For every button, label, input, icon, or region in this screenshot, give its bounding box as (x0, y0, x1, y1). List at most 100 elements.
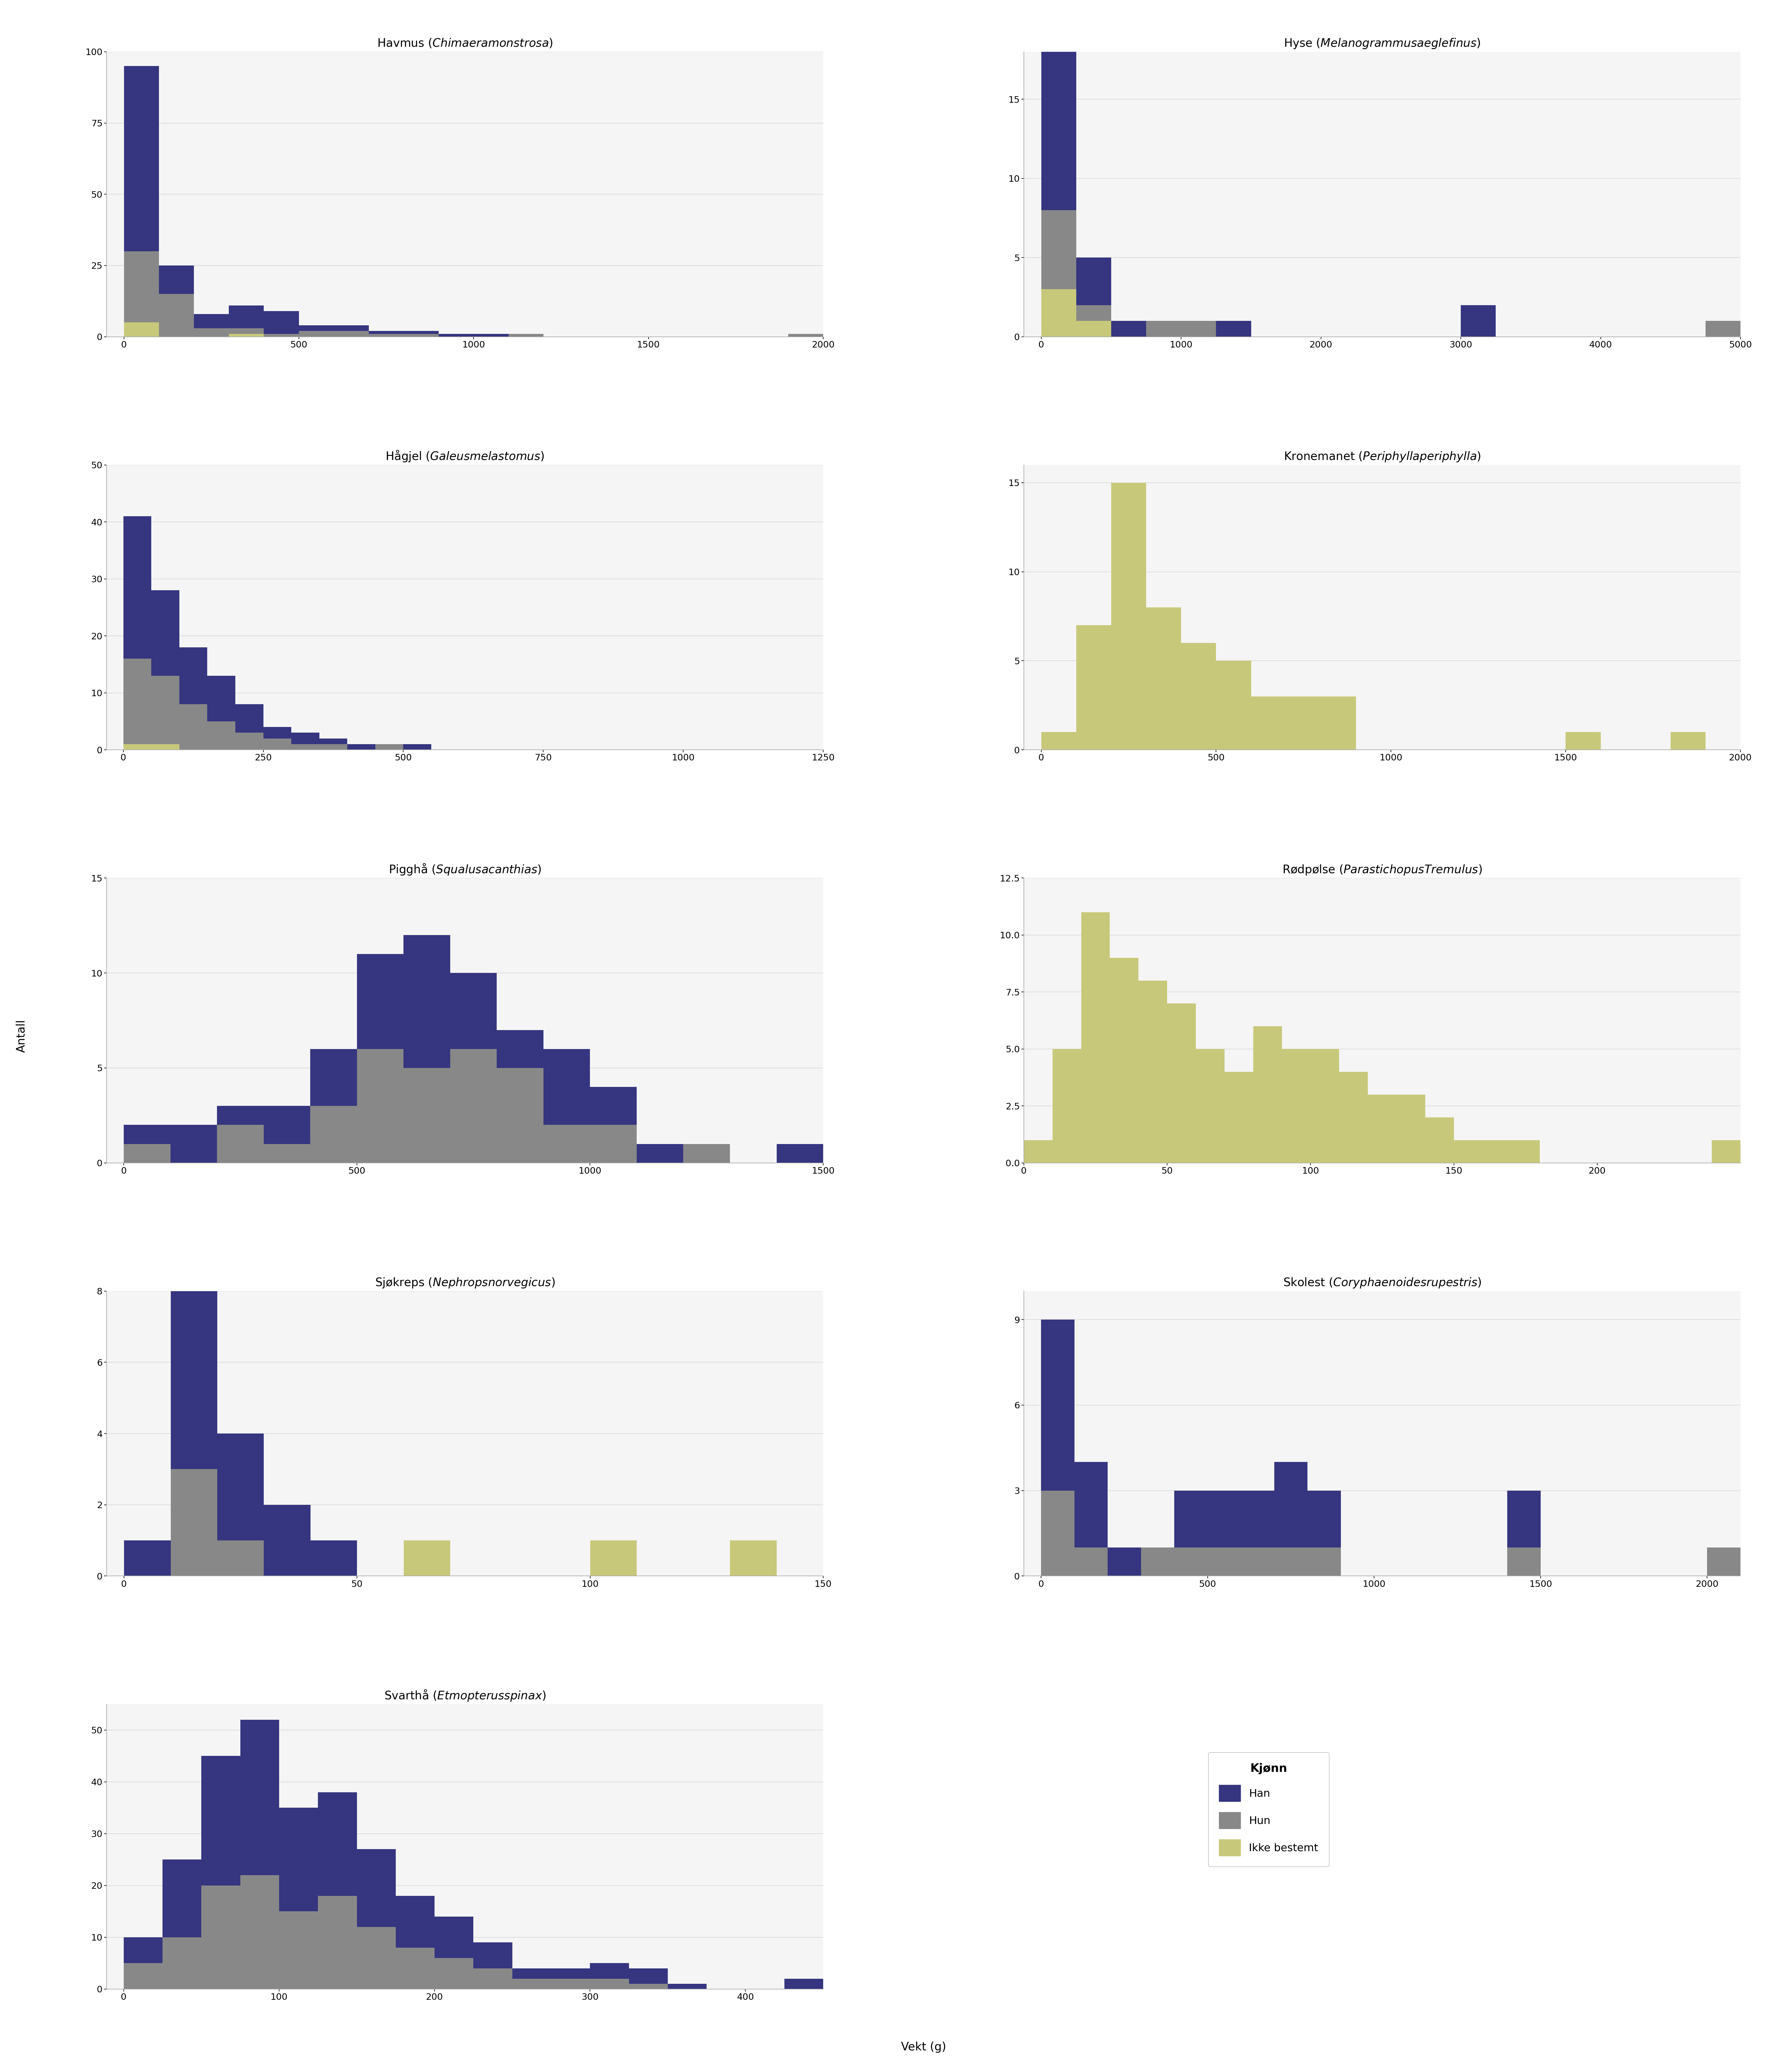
Bar (1273, 1548, 1307, 1577)
Bar (124, 251, 160, 323)
Bar (160, 265, 194, 294)
Bar (263, 1106, 311, 1144)
Bar (1462, 305, 1495, 336)
Bar (403, 1067, 449, 1162)
Title: Svarthå ($\mathit{Etmopterus spinax}$): Svarthå ($\mathit{Etmopterus spinax}$) (384, 1689, 545, 1703)
Bar (1321, 696, 1355, 750)
Bar (1208, 1548, 1241, 1577)
Bar (1241, 1548, 1273, 1577)
Bar (357, 953, 403, 1048)
Bar (497, 1030, 543, 1067)
Bar (789, 334, 824, 336)
Bar (217, 1125, 263, 1162)
Bar (334, 332, 369, 336)
Bar (151, 591, 179, 675)
Bar (1707, 1548, 1740, 1577)
Bar (1217, 661, 1250, 750)
Bar (403, 934, 449, 1067)
Bar (1307, 1548, 1341, 1577)
Bar (201, 1886, 240, 1989)
Bar (265, 311, 298, 334)
Bar (439, 334, 474, 336)
Bar (1138, 980, 1167, 1162)
Bar (217, 1539, 265, 1577)
Bar (1076, 305, 1112, 321)
Bar (369, 332, 403, 334)
Bar (208, 721, 236, 750)
Bar (590, 1539, 638, 1577)
Bar (449, 1048, 497, 1162)
Bar (1339, 1071, 1368, 1162)
Bar (1146, 607, 1181, 750)
Bar (291, 733, 320, 744)
Bar (1424, 1117, 1455, 1162)
Bar (1082, 912, 1110, 1162)
Bar (236, 733, 263, 750)
Bar (357, 1927, 396, 1989)
Bar (1671, 731, 1705, 750)
Bar (1146, 321, 1181, 336)
Bar (263, 738, 291, 750)
Bar (123, 744, 151, 750)
Bar (684, 1144, 730, 1162)
Bar (194, 327, 229, 336)
Bar (1112, 483, 1146, 750)
Bar (151, 744, 179, 750)
Bar (194, 313, 229, 327)
Bar (590, 1962, 629, 1979)
Legend: Han, Hun, Ikke bestemt: Han, Hun, Ikke bestemt (1208, 1753, 1328, 1867)
Bar (170, 1125, 217, 1162)
Bar (629, 1983, 668, 1989)
Bar (1074, 1548, 1108, 1577)
Bar (403, 744, 432, 750)
Bar (1167, 1003, 1195, 1162)
Bar (1041, 209, 1076, 290)
Bar (1254, 1026, 1282, 1162)
Bar (474, 1941, 511, 1968)
Bar (357, 1048, 403, 1162)
Bar (1241, 1490, 1273, 1548)
Bar (1511, 1140, 1540, 1162)
Bar (474, 1968, 511, 1989)
Bar (124, 1539, 170, 1577)
Bar (217, 1106, 263, 1125)
Bar (179, 704, 208, 750)
Bar (170, 1469, 217, 1577)
Bar (320, 744, 348, 750)
Bar (1705, 321, 1740, 336)
Bar (1181, 642, 1217, 750)
Bar (311, 1048, 357, 1106)
Bar (298, 325, 334, 332)
Bar (668, 1983, 707, 1989)
Bar (123, 659, 151, 744)
Bar (403, 332, 439, 334)
Bar (375, 744, 403, 750)
Title: Sjøkreps ($\mathit{Nephrops norvegicus}$): Sjøkreps ($\mathit{Nephrops norvegicus}$… (375, 1276, 554, 1289)
Bar (124, 323, 160, 336)
Bar (1041, 1490, 1074, 1577)
Bar (1712, 1140, 1740, 1162)
Bar (124, 1962, 163, 1989)
Bar (151, 675, 179, 744)
Bar (508, 334, 543, 336)
Bar (1076, 321, 1112, 336)
Bar (1195, 1048, 1224, 1162)
Bar (1041, 290, 1076, 336)
Title: Havmus ($\mathit{Chimaera monstrosa}$): Havmus ($\mathit{Chimaera monstrosa}$) (377, 37, 552, 50)
Title: Skolest ($\mathit{Coryphaenoides rupestris}$): Skolest ($\mathit{Coryphaenoides rupestr… (1282, 1276, 1481, 1289)
Title: Kronemanet ($\mathit{Periphylla periphylla}$): Kronemanet ($\mathit{Periphylla periphyl… (1284, 450, 1481, 462)
Bar (208, 675, 236, 721)
Bar (636, 1144, 684, 1162)
Title: Hyse ($\mathit{Melanogrammus aeglefinus}$): Hyse ($\mathit{Melanogrammus aeglefinus}… (1284, 37, 1481, 50)
Bar (1208, 1490, 1241, 1548)
Bar (396, 1896, 435, 1948)
Bar (590, 1979, 629, 1989)
Bar (263, 1144, 311, 1162)
Bar (170, 1291, 217, 1469)
Bar (291, 744, 320, 750)
Bar (1110, 957, 1138, 1162)
Bar (240, 1875, 279, 1989)
Bar (1112, 321, 1146, 336)
Bar (179, 646, 208, 704)
Bar (1224, 1071, 1254, 1162)
